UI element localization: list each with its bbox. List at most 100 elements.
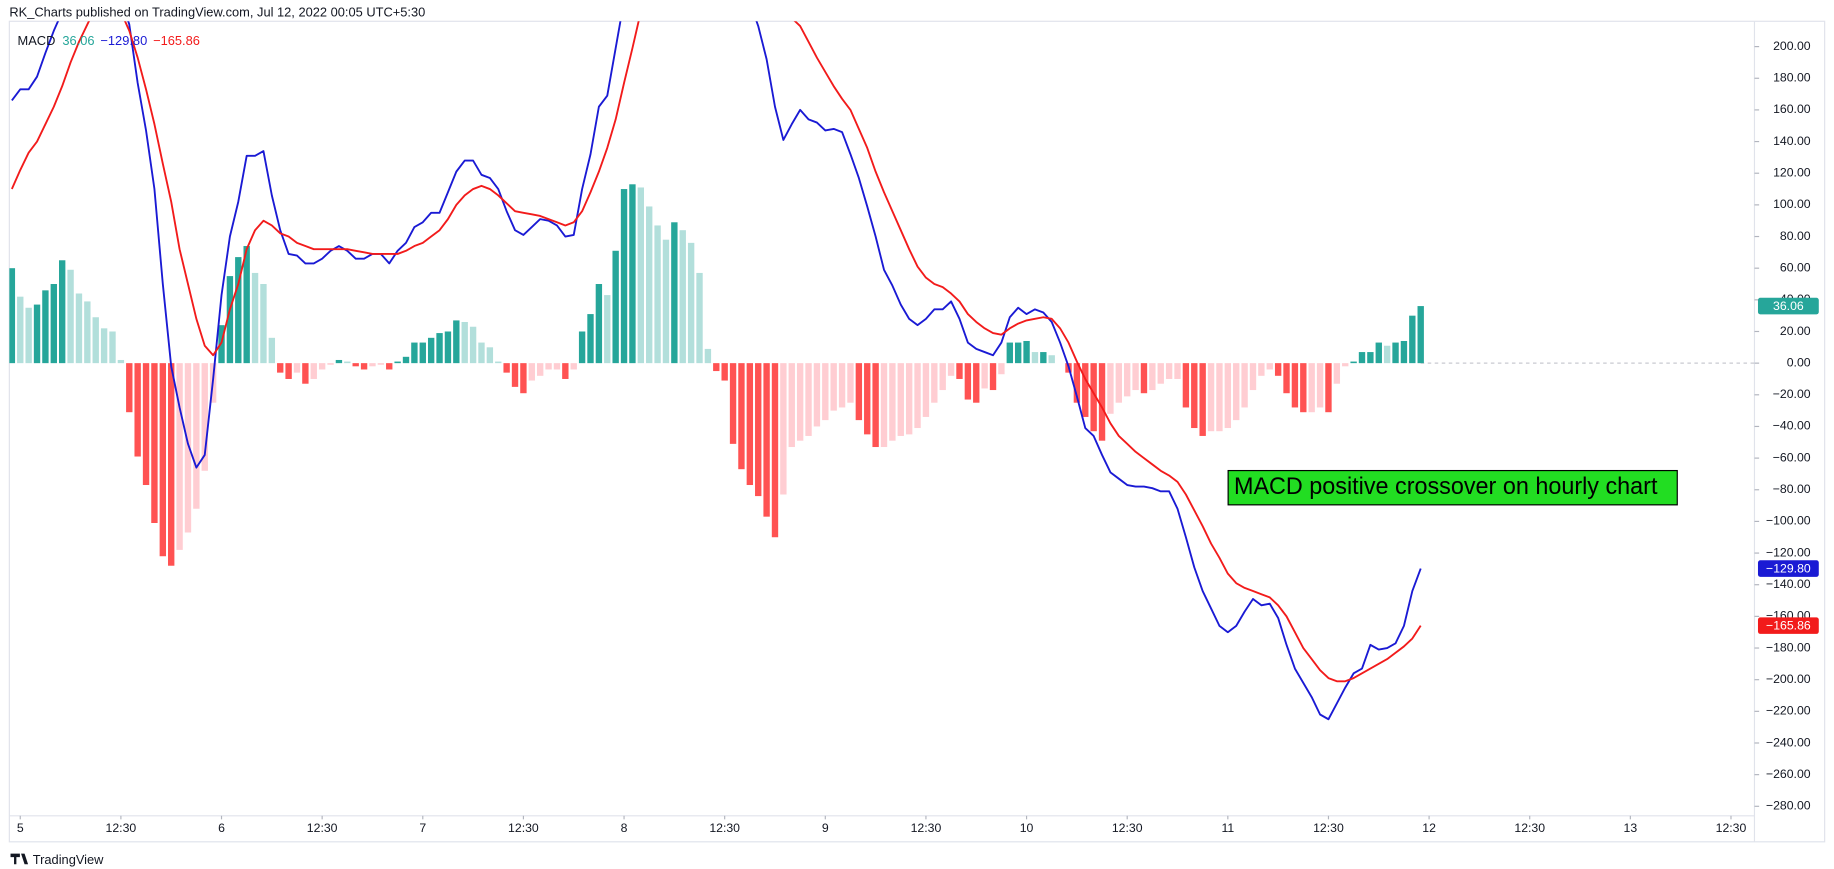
histogram-bar xyxy=(998,363,1005,375)
histogram-bar xyxy=(1207,363,1215,432)
histogram-bar xyxy=(486,347,494,364)
y-tick-label: 120.00 xyxy=(1773,165,1811,179)
legend-value: 36.06 xyxy=(62,33,94,48)
histogram-bar xyxy=(587,314,594,364)
histogram-bar xyxy=(511,363,519,387)
histogram-bar xyxy=(562,363,569,379)
histogram-bar xyxy=(1031,352,1039,364)
histogram-bar xyxy=(1098,363,1106,441)
histogram-bar xyxy=(436,333,443,364)
y-tick-label: −240.00 xyxy=(1766,735,1811,749)
y-tick-label: 80.00 xyxy=(1780,229,1811,243)
histogram-bar xyxy=(453,320,460,364)
price-badge xyxy=(1757,560,1819,577)
histogram-bar xyxy=(33,304,41,364)
histogram-bar xyxy=(75,293,83,364)
histogram-bar xyxy=(1090,363,1097,432)
histogram-bar xyxy=(939,363,946,391)
histogram-bar xyxy=(1325,363,1332,413)
histogram-bar xyxy=(335,359,343,364)
histogram-bar xyxy=(1216,363,1223,432)
histogram-bar xyxy=(1023,340,1030,364)
histogram-bar xyxy=(604,295,611,364)
histogram-bar xyxy=(1350,361,1357,364)
histogram-bar xyxy=(536,363,544,376)
y-tick-label: 0.00 xyxy=(1787,355,1811,369)
histogram-bar xyxy=(889,363,896,441)
x-tick-label: 8 xyxy=(621,821,628,835)
histogram-bar xyxy=(1383,345,1391,364)
histogram-bar xyxy=(1073,363,1081,403)
histogram-bar xyxy=(444,331,452,364)
histogram-bar xyxy=(671,222,678,364)
histogram-bar xyxy=(310,363,317,379)
histogram-bar xyxy=(1258,363,1265,376)
price-badge-label: 36.06 xyxy=(1773,299,1804,313)
histogram-bar xyxy=(822,363,829,421)
histogram-bar xyxy=(528,363,535,381)
y-tick-label: −80.00 xyxy=(1773,482,1811,496)
y-tick-label: −140.00 xyxy=(1766,577,1811,591)
histogram-bar xyxy=(285,363,292,379)
macd-line xyxy=(11,21,1422,683)
histogram-bar xyxy=(570,363,577,370)
y-tick-label: −200.00 xyxy=(1766,672,1811,686)
histogram-bar xyxy=(964,363,972,400)
annotation-text: MACD positive crossover on hourly chart xyxy=(1234,473,1658,499)
histogram-bar xyxy=(788,363,795,448)
y-tick-label: 200.00 xyxy=(1773,39,1811,53)
histogram-bar xyxy=(469,326,477,364)
histogram-bar xyxy=(109,331,116,364)
histogram-bar xyxy=(553,363,561,370)
legend-value: −129.80 xyxy=(100,33,147,48)
histogram-bar xyxy=(184,363,192,533)
histogram-bar xyxy=(646,206,653,364)
histogram-bar xyxy=(352,363,359,367)
histogram-bar xyxy=(713,363,720,372)
histogram-bar xyxy=(520,363,527,394)
histogram-bar xyxy=(42,290,49,364)
histogram-bar xyxy=(117,359,125,364)
y-tick-label: 160.00 xyxy=(1773,102,1811,116)
histogram-bar xyxy=(1400,340,1408,364)
y-tick-label: 100.00 xyxy=(1773,197,1811,211)
chart-title: RK_Charts published on TradingView.com, … xyxy=(9,4,425,19)
histogram-bar xyxy=(193,363,200,509)
histogram-bar xyxy=(100,328,108,364)
histogram-bar xyxy=(578,331,586,364)
histogram-bar xyxy=(402,356,410,364)
y-tick-label: −180.00 xyxy=(1766,640,1811,654)
histogram-bar xyxy=(134,363,141,457)
price-badge-label: −165.86 xyxy=(1766,618,1811,632)
histogram-bar xyxy=(897,363,904,436)
y-tick-label: −100.00 xyxy=(1766,514,1811,528)
x-tick-label: 12:30 xyxy=(911,821,942,835)
histogram-bar xyxy=(427,337,435,364)
histogram-bar xyxy=(947,363,955,376)
histogram-bar xyxy=(780,363,787,495)
overlay: MACD positive crossover on hourly chart xyxy=(1227,469,1678,506)
histogram-bar xyxy=(260,284,267,364)
histogram-bar xyxy=(394,361,401,364)
price-badge xyxy=(1757,617,1819,634)
histogram-bar xyxy=(838,363,846,408)
histogram-bar xyxy=(1358,352,1366,364)
histogram-bar xyxy=(386,363,393,370)
x-tick-label: 12:30 xyxy=(1514,821,1545,835)
histogram-bar xyxy=(1006,342,1013,364)
histogram-bar xyxy=(629,184,636,364)
y-tick-label: −280.00 xyxy=(1766,799,1811,813)
x-tick-label: 7 xyxy=(419,821,426,835)
histogram-bar xyxy=(1333,363,1341,384)
histogram-bar xyxy=(864,363,871,435)
histogram-bar xyxy=(503,363,510,373)
histogram-bar xyxy=(1014,342,1022,364)
histogram-bar xyxy=(1199,363,1206,436)
x-tick-label: 6 xyxy=(218,821,225,835)
histogram-bar xyxy=(1149,363,1156,391)
histogram-bar xyxy=(369,363,376,367)
histogram-bar xyxy=(9,268,16,364)
histogram-bar xyxy=(922,363,930,417)
histogram-bar xyxy=(419,342,426,364)
